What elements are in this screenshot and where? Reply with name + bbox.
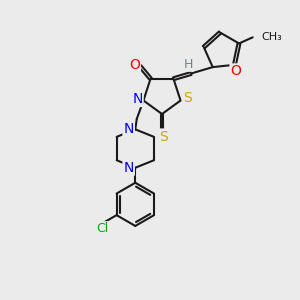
Text: S: S — [183, 91, 191, 105]
Text: CH₃: CH₃ — [261, 32, 282, 42]
Text: O: O — [230, 64, 242, 78]
Text: H: H — [184, 58, 193, 71]
Text: N: N — [124, 122, 134, 136]
Text: N: N — [132, 92, 142, 106]
Text: S: S — [159, 130, 168, 143]
Text: N: N — [124, 161, 134, 175]
Text: Cl: Cl — [96, 222, 108, 235]
Text: O: O — [129, 58, 140, 72]
